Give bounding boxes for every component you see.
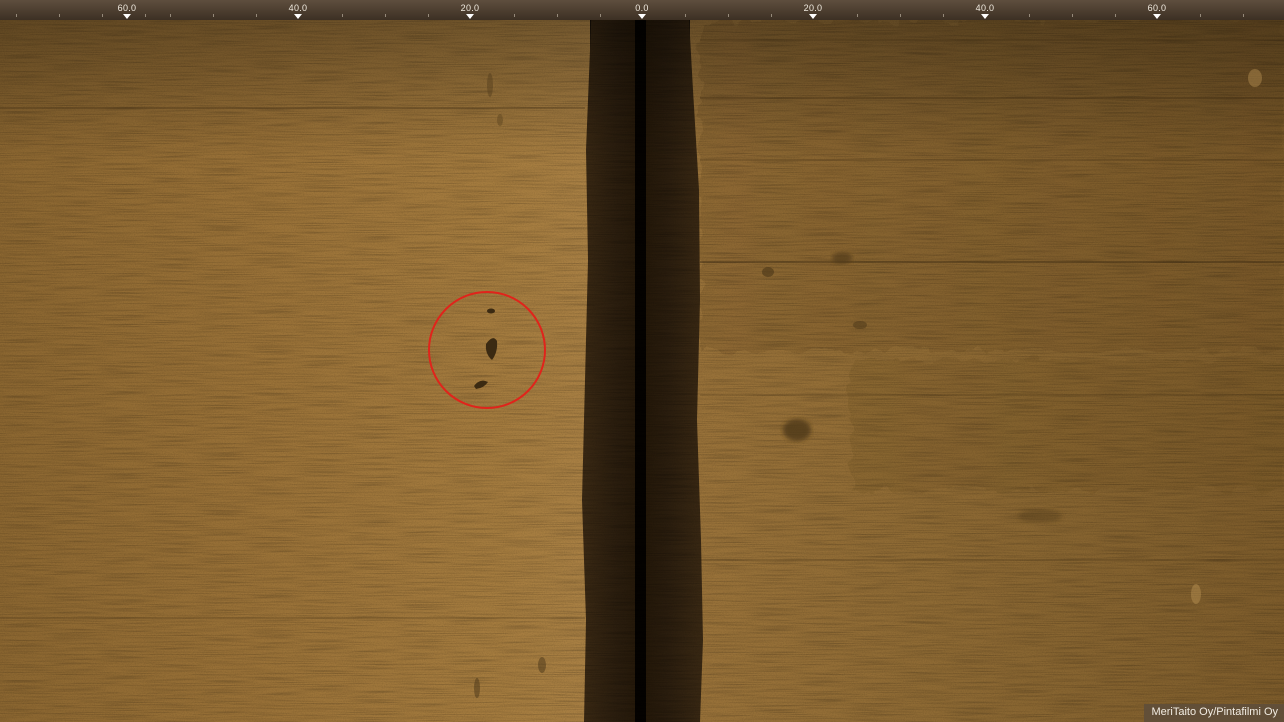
target-objects <box>474 308 498 389</box>
minor-tick <box>145 14 146 17</box>
range-scale-bar: 60.0 40.0 20.0 0.0 20.0 40.0 60.0 <box>0 0 1284 20</box>
minor-tick <box>728 14 729 17</box>
minor-tick <box>59 14 60 17</box>
scale-label-port-40: 40.0 <box>288 3 308 13</box>
scale-marker-icon <box>466 14 474 19</box>
minor-tick <box>256 14 257 17</box>
minor-tick <box>102 14 103 17</box>
scale-marker-icon <box>809 14 817 19</box>
starboard-scan-lines <box>0 39 1284 619</box>
minor-tick <box>342 14 343 17</box>
scale-label-port-60: 60.0 <box>117 3 137 13</box>
scale-marker-icon <box>294 14 302 19</box>
minor-tick <box>900 14 901 17</box>
scale-label-starboard-40: 40.0 <box>975 3 995 13</box>
scale-label-starboard-20: 20.0 <box>803 3 823 13</box>
minor-tick <box>1243 14 1244 17</box>
highlight-circle[interactable] <box>428 291 546 409</box>
scale-marker-icon <box>123 14 131 19</box>
minor-tick <box>16 14 17 17</box>
image-credit: MeriTaito Oy/Pintafilmi Oy <box>1144 704 1284 722</box>
seabed-features <box>474 69 1262 698</box>
minor-tick <box>557 14 558 17</box>
scale-marker-icon <box>981 14 989 19</box>
minor-tick <box>213 14 214 17</box>
minor-tick <box>943 14 944 17</box>
scale-marker-icon <box>1153 14 1161 19</box>
minor-tick <box>600 14 601 17</box>
scale-label-starboard-60: 60.0 <box>1147 3 1167 13</box>
minor-tick <box>1072 14 1073 17</box>
minor-tick <box>514 14 515 17</box>
minor-tick <box>685 14 686 17</box>
scale-label-port-20: 20.0 <box>460 3 480 13</box>
scale-marker-icon <box>638 14 646 19</box>
minor-tick <box>428 14 429 17</box>
top-shading <box>0 0 1284 160</box>
minor-tick <box>771 14 772 17</box>
minor-tick <box>1029 14 1030 17</box>
minor-tick <box>1115 14 1116 17</box>
minor-tick <box>1200 14 1201 17</box>
minor-tick <box>857 14 858 17</box>
scale-label-center-0: 0.0 <box>635 3 649 13</box>
minor-tick <box>385 14 386 17</box>
minor-tick <box>170 14 171 17</box>
